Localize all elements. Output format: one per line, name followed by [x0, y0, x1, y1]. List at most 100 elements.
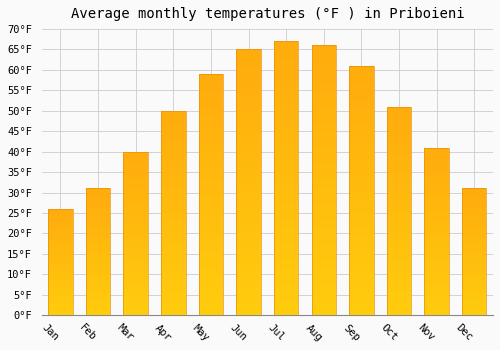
Bar	[349, 205, 374, 208]
Bar	[424, 234, 449, 236]
Bar	[236, 132, 261, 134]
Bar	[86, 233, 110, 234]
Bar	[349, 258, 374, 260]
Bar	[387, 238, 411, 240]
Bar	[349, 138, 374, 141]
Bar	[387, 117, 411, 119]
Bar	[161, 137, 186, 139]
Bar	[274, 175, 298, 178]
Bar	[462, 304, 486, 305]
Bar	[198, 211, 223, 214]
Bar	[236, 283, 261, 286]
Bar	[312, 296, 336, 299]
Bar	[274, 290, 298, 293]
Bar	[349, 233, 374, 235]
Bar	[48, 273, 72, 274]
Bar	[274, 280, 298, 282]
Bar	[349, 170, 374, 173]
Bar	[312, 75, 336, 78]
Bar	[86, 224, 110, 225]
Bar	[387, 198, 411, 201]
Bar	[86, 256, 110, 257]
Bar	[86, 313, 110, 314]
Bar	[274, 244, 298, 247]
Bar	[349, 295, 374, 298]
Bar	[274, 266, 298, 268]
Bar	[161, 135, 186, 137]
Bar	[274, 285, 298, 288]
Bar	[124, 222, 148, 224]
Bar	[48, 253, 72, 254]
Bar	[349, 181, 374, 183]
Bar	[387, 194, 411, 196]
Bar	[236, 291, 261, 294]
Bar	[424, 236, 449, 238]
Bar	[312, 91, 336, 94]
Bar	[198, 185, 223, 187]
Bar	[236, 188, 261, 190]
Bar	[387, 265, 411, 267]
Bar	[124, 220, 148, 222]
Bar	[462, 188, 486, 190]
Bar	[349, 293, 374, 295]
Bar	[124, 240, 148, 242]
Bar	[462, 220, 486, 221]
Bar	[312, 277, 336, 280]
Bar	[462, 257, 486, 258]
Bar	[124, 305, 148, 307]
Bar	[198, 173, 223, 175]
Bar	[161, 148, 186, 149]
Bar	[198, 238, 223, 240]
Bar	[236, 52, 261, 55]
Bar	[198, 170, 223, 173]
Bar	[424, 178, 449, 180]
Bar	[424, 176, 449, 178]
Bar	[387, 242, 411, 244]
Bar	[198, 219, 223, 221]
Bar	[349, 253, 374, 255]
Bar	[274, 134, 298, 137]
Bar	[424, 201, 449, 203]
Bar	[462, 308, 486, 309]
Bar	[274, 118, 298, 121]
Bar	[349, 83, 374, 86]
Bar	[48, 278, 72, 279]
Bar	[312, 51, 336, 54]
Bar	[424, 188, 449, 189]
Bar	[48, 219, 72, 220]
Bar	[424, 278, 449, 280]
Bar	[161, 117, 186, 119]
Bar	[387, 182, 411, 184]
Bar	[349, 71, 374, 73]
Bar	[424, 297, 449, 298]
Bar	[198, 240, 223, 243]
Bar	[387, 303, 411, 304]
Bar	[48, 223, 72, 224]
Bar	[161, 125, 186, 127]
Bar	[161, 305, 186, 307]
Bar	[236, 105, 261, 108]
Bar	[198, 159, 223, 161]
Bar	[387, 144, 411, 146]
Bar	[462, 209, 486, 210]
Bar	[349, 208, 374, 210]
Bar	[274, 110, 298, 112]
Bar	[198, 86, 223, 89]
Bar	[161, 141, 186, 144]
Bar	[236, 288, 261, 291]
Bar	[124, 284, 148, 286]
Bar	[48, 308, 72, 309]
Bar	[387, 307, 411, 309]
Bar	[86, 272, 110, 273]
Bar	[462, 294, 486, 295]
Bar	[312, 134, 336, 137]
Bar	[424, 218, 449, 219]
Bar	[161, 203, 186, 205]
Bar	[198, 233, 223, 236]
Bar	[462, 256, 486, 257]
Bar	[236, 251, 261, 254]
Bar	[462, 288, 486, 290]
Bar	[274, 260, 298, 263]
Bar	[424, 215, 449, 216]
Bar	[48, 254, 72, 256]
